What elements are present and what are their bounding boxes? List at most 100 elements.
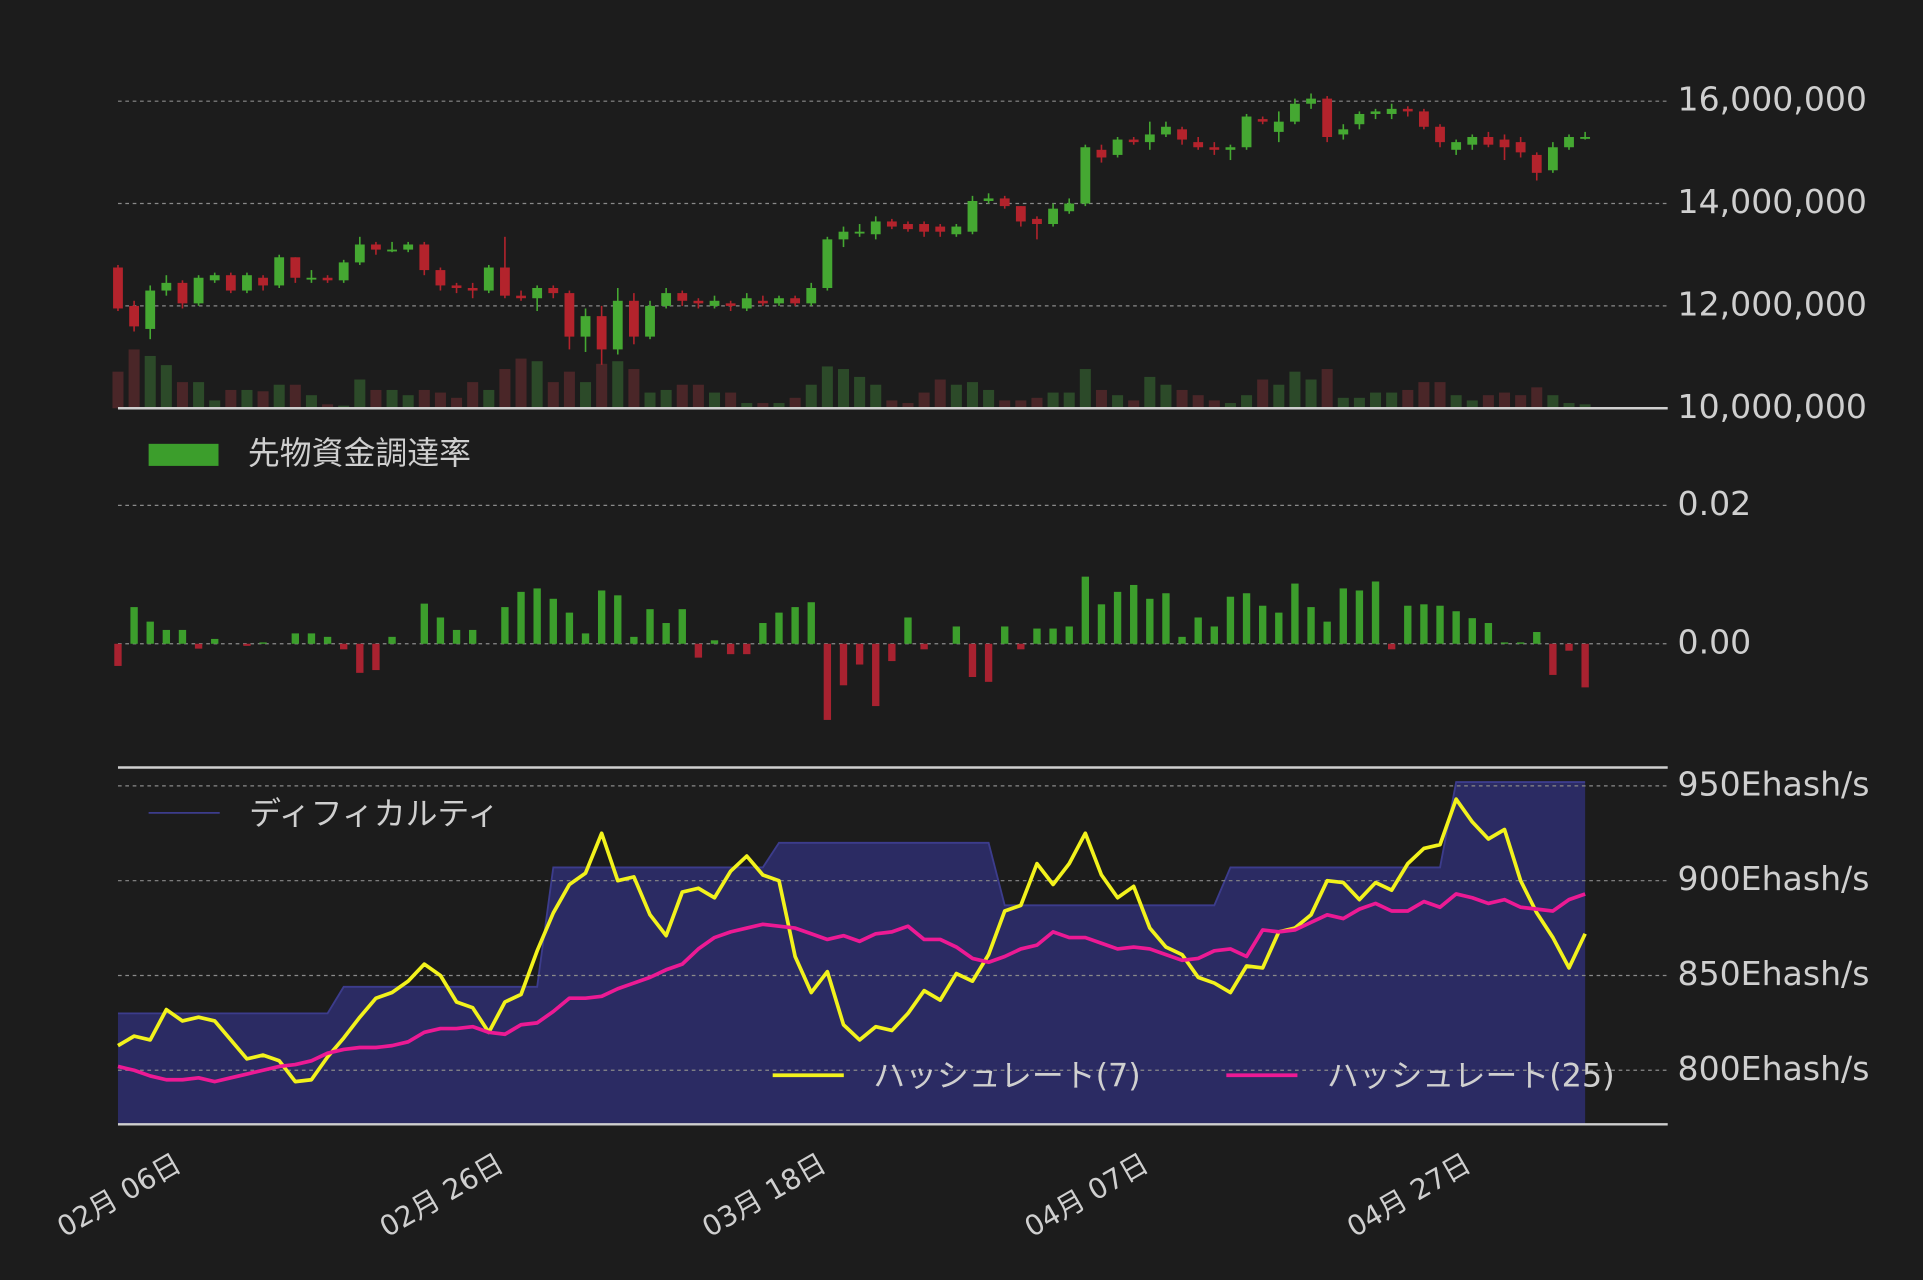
volume-bar: [789, 397, 801, 409]
bar: [1081, 576, 1090, 644]
candle-body: [677, 293, 688, 301]
candle-body: [225, 275, 236, 291]
bar: [1339, 588, 1347, 644]
bar: [259, 642, 267, 644]
candle-body: [1144, 134, 1155, 143]
volume-bar: [1063, 392, 1075, 409]
y-tick-label: 900Ehash/s: [1678, 859, 1870, 898]
candle-body: [596, 316, 607, 350]
volume-bar: [418, 389, 430, 409]
bar: [630, 636, 638, 644]
candle-body: [1128, 139, 1139, 143]
volume-bar: [515, 358, 527, 409]
volume-bar: [725, 392, 737, 409]
candle-body: [1467, 137, 1478, 145]
volume-bar: [160, 365, 172, 409]
volume-bar: [1531, 387, 1543, 409]
candle-body: [645, 305, 655, 337]
bar: [1565, 643, 1573, 651]
candle-body: [145, 290, 156, 329]
bar: [1533, 632, 1541, 644]
volume-bar: [1547, 395, 1559, 409]
volume-bar: [1337, 397, 1349, 409]
volume-bar: [1273, 384, 1285, 409]
volume-bar: [386, 389, 398, 409]
area: [117, 782, 1586, 1125]
bar: [1259, 605, 1267, 644]
volume-bar: [1079, 369, 1091, 409]
bar: [662, 623, 670, 644]
candle-body: [838, 231, 849, 240]
candle-body: [757, 300, 768, 304]
bar: [388, 636, 396, 644]
volume-bar: [854, 376, 866, 409]
candle-body: [741, 298, 752, 309]
candle-body: [1048, 208, 1058, 225]
bar: [1436, 605, 1444, 644]
bar: [420, 603, 428, 644]
y-tick-label: 800Ehash/s: [1678, 1049, 1870, 1088]
candle-body: [483, 267, 494, 291]
volume-bar: [741, 403, 753, 409]
candle-body: [1290, 103, 1300, 122]
bar: [517, 591, 525, 644]
volume-bar: [1160, 384, 1172, 409]
bar: [1581, 643, 1589, 688]
bar: [436, 617, 445, 644]
volume-bar: [950, 384, 962, 409]
candle-body: [371, 244, 381, 250]
volume-bar: [451, 397, 463, 409]
bar: [1307, 607, 1315, 644]
line: [117, 892, 1586, 1084]
volume-bar: [225, 389, 237, 409]
volume-bar: [1466, 400, 1478, 409]
candle-body: [886, 221, 897, 227]
volume-bar: [128, 349, 140, 409]
volume-bar: [1386, 392, 1398, 409]
bar: [1097, 604, 1106, 644]
candle-body: [709, 300, 720, 306]
volume-bar: [1208, 400, 1220, 409]
candle-body: [1080, 147, 1091, 204]
volume-bar: [1015, 400, 1027, 409]
candle-body: [790, 298, 801, 304]
candle-body: [1564, 137, 1574, 148]
candle-body: [1177, 129, 1187, 140]
candle-body: [967, 200, 978, 232]
candle-body: [1209, 147, 1220, 150]
bar: [340, 643, 348, 650]
bar: [356, 643, 364, 673]
candle-body: [1241, 116, 1252, 148]
volume-bar: [837, 369, 850, 409]
bar: [1065, 626, 1073, 644]
volume-bar: [112, 371, 124, 409]
volume-bar: [1192, 395, 1204, 409]
volume-bar: [983, 389, 995, 409]
volume-bar: [708, 392, 721, 409]
candle-body: [500, 267, 510, 296]
volume-bar: [918, 392, 930, 409]
candle-body: [1515, 142, 1526, 153]
candle-body: [338, 262, 349, 281]
volume-bar: [999, 400, 1011, 409]
bar: [743, 643, 751, 655]
y-tick-label: 12,000,000: [1678, 284, 1867, 323]
y-tick-label: 0.02: [1678, 484, 1752, 523]
volume-bar: [483, 389, 495, 409]
candle-body: [1193, 142, 1204, 148]
bar: [243, 643, 251, 646]
volume-bar: [1224, 403, 1236, 409]
candle-body: [983, 198, 994, 201]
candle-body: [516, 295, 526, 299]
volume-bar: [370, 389, 382, 409]
candle-body: [1580, 137, 1591, 139]
volume-bar: [902, 403, 914, 409]
bar: [775, 612, 783, 644]
bar: [1468, 618, 1476, 644]
bar: [904, 617, 912, 644]
candle-body: [806, 287, 817, 304]
bar: [1033, 628, 1041, 644]
candle-body: [870, 221, 881, 235]
volume-bar: [692, 384, 704, 409]
